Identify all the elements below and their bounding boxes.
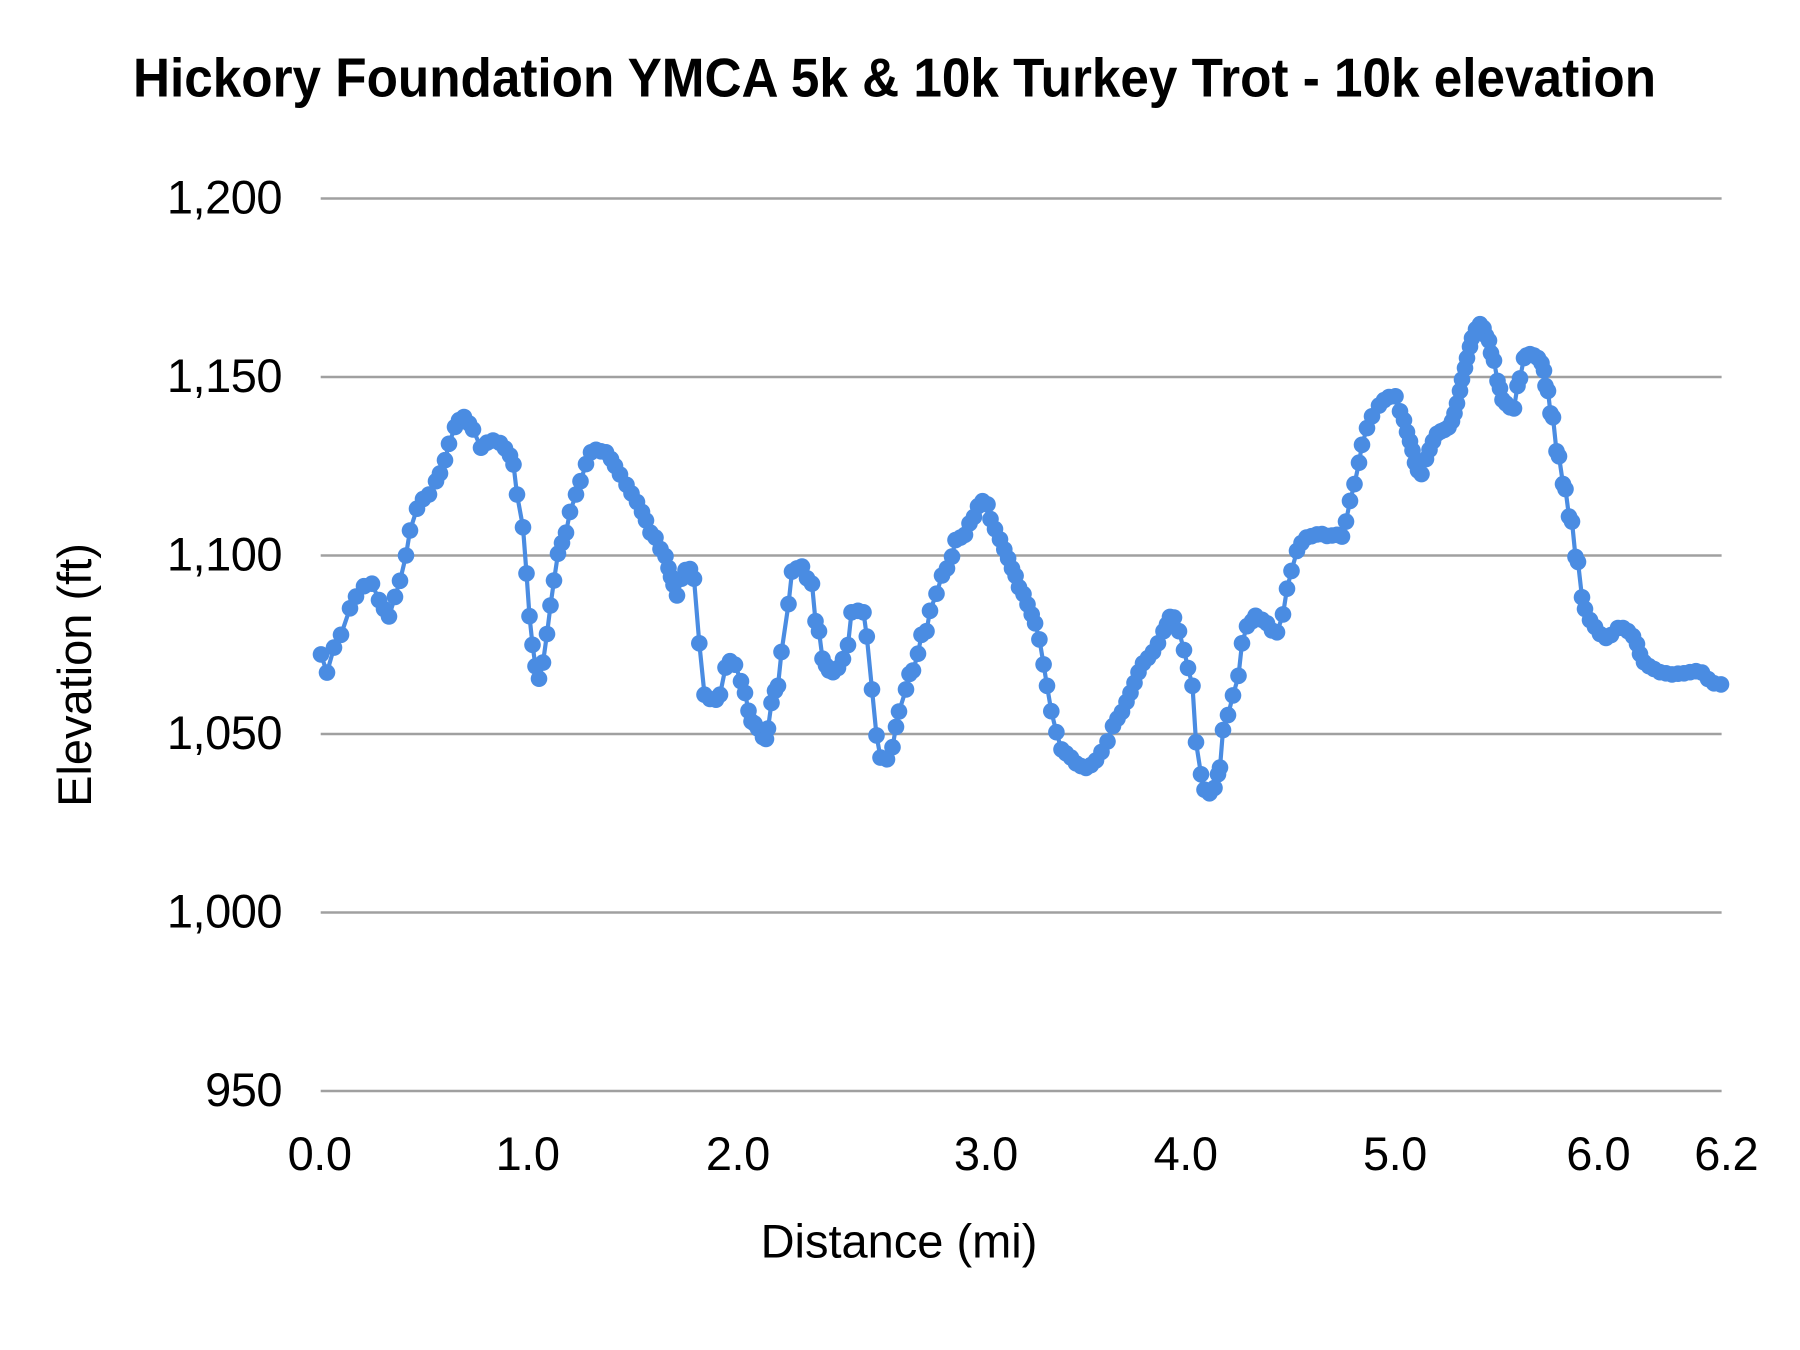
svg-text:0.0: 0.0 xyxy=(288,1127,352,1180)
svg-text:1,150: 1,150 xyxy=(167,349,282,402)
svg-text:1,000: 1,000 xyxy=(167,884,282,937)
svg-text:4.0: 4.0 xyxy=(1154,1127,1218,1180)
svg-text:950: 950 xyxy=(205,1063,282,1116)
svg-text:6.0: 6.0 xyxy=(1566,1127,1630,1180)
svg-text:1.0: 1.0 xyxy=(496,1127,560,1180)
svg-text:3.0: 3.0 xyxy=(954,1127,1018,1180)
svg-text:Distance (mi): Distance (mi) xyxy=(761,1215,1038,1268)
svg-text:6.2: 6.2 xyxy=(1694,1127,1758,1180)
svg-text:Hickory Foundation YMCA 5k & 1: Hickory Foundation YMCA 5k & 10k Turkey … xyxy=(133,47,1656,109)
svg-text:2.0: 2.0 xyxy=(706,1127,770,1180)
svg-text:1,100: 1,100 xyxy=(167,527,282,580)
svg-text:1,200: 1,200 xyxy=(167,170,282,223)
svg-text:Elevation (ft): Elevation (ft) xyxy=(48,543,101,807)
svg-text:1,050: 1,050 xyxy=(167,706,282,759)
svg-text:5.0: 5.0 xyxy=(1363,1127,1427,1180)
